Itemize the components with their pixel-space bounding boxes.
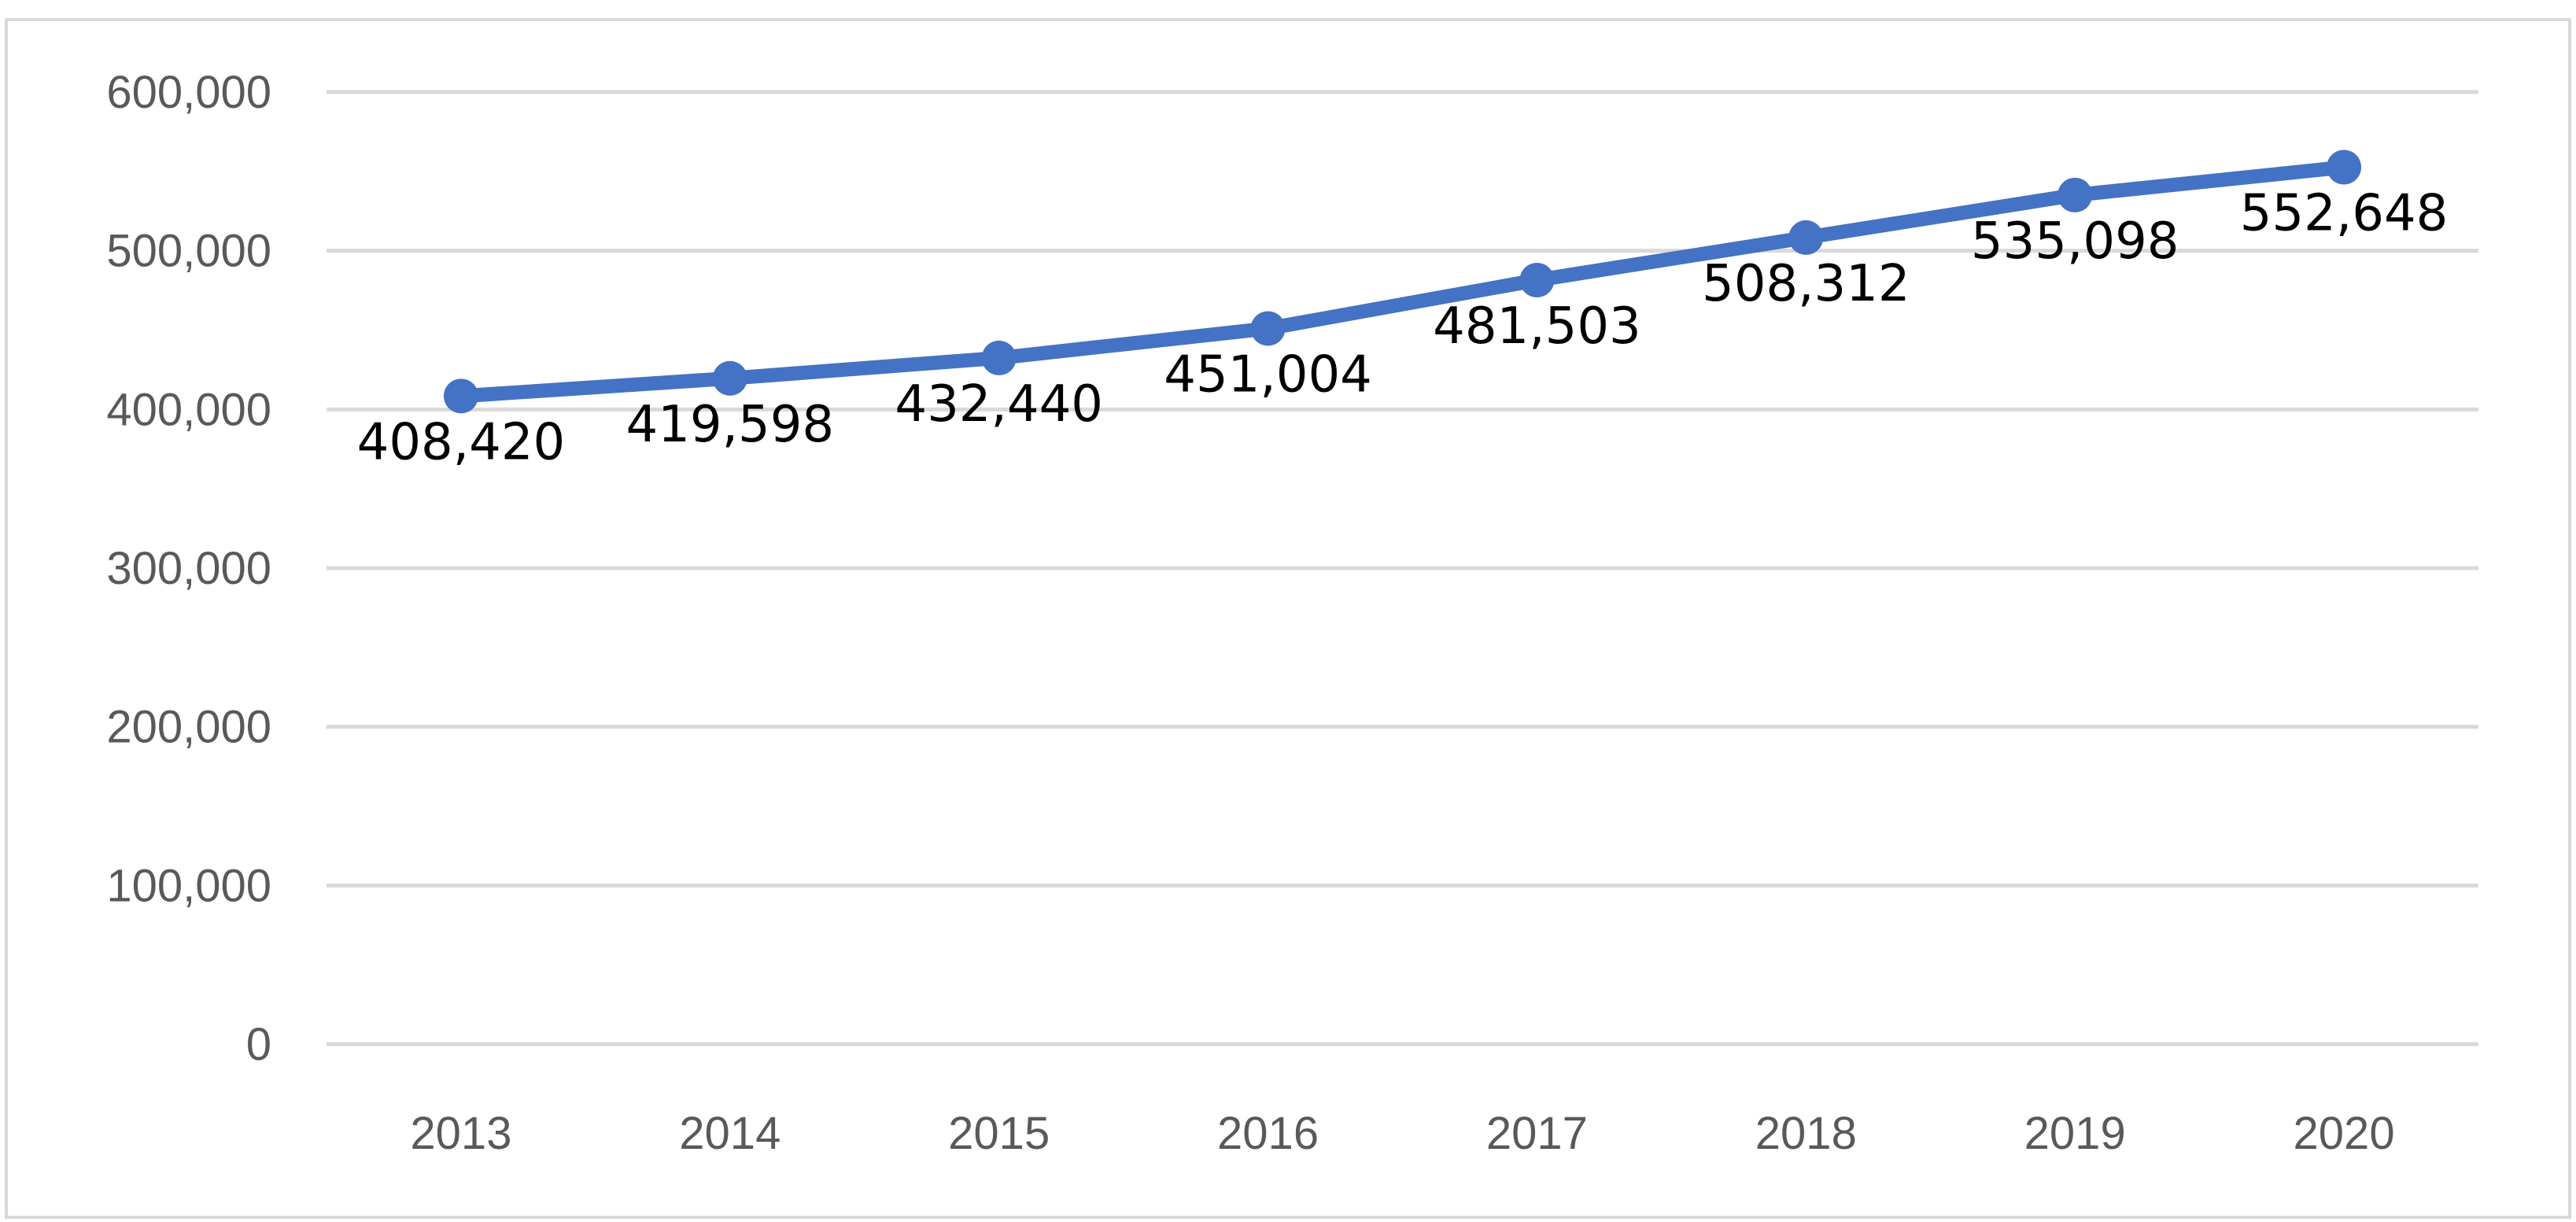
x-tick-label: 2013 bbox=[410, 1108, 511, 1159]
data-point bbox=[981, 340, 1017, 375]
x-tick-label: 2018 bbox=[1755, 1108, 1857, 1159]
data-point bbox=[2057, 177, 2093, 212]
data-label: 419,598 bbox=[626, 396, 834, 454]
x-tick-label: 2015 bbox=[948, 1108, 1050, 1159]
y-tick-label: 200,000 bbox=[106, 702, 271, 753]
data-label: 481,503 bbox=[1433, 297, 1641, 356]
y-tick-label: 600,000 bbox=[106, 67, 271, 118]
data-point bbox=[2327, 150, 2362, 185]
x-axis-tick-labels: 2013 2014 2015 2016 2017 2018 2019 2020 bbox=[410, 1108, 2394, 1159]
data-point bbox=[1519, 262, 1555, 297]
y-tick-label: 0 bbox=[246, 1019, 271, 1070]
x-tick-label: 2017 bbox=[1486, 1108, 1588, 1159]
x-tick-label: 2019 bbox=[2024, 1108, 2126, 1159]
data-label: 408,420 bbox=[357, 413, 566, 471]
data-label: 451,004 bbox=[1164, 345, 1372, 404]
chart-frame bbox=[5, 18, 2571, 1219]
x-tick-label: 2014 bbox=[679, 1108, 781, 1159]
series-line bbox=[453, 160, 2352, 404]
x-tick-label: 2020 bbox=[2294, 1108, 2395, 1159]
gridlines bbox=[327, 90, 2478, 1047]
data-point bbox=[712, 360, 747, 396]
data-label: 535,098 bbox=[1971, 212, 2179, 271]
data-point bbox=[443, 378, 478, 414]
y-tick-label: 300,000 bbox=[106, 543, 271, 594]
series-group bbox=[443, 150, 2362, 414]
x-tick-label: 2016 bbox=[1217, 1108, 1319, 1159]
data-label: 552,648 bbox=[2240, 184, 2449, 242]
data-labels: 408,420 419,598 432,440 451,004 481,503 508,3… bbox=[357, 184, 2449, 471]
data-label: 432,440 bbox=[895, 375, 1103, 434]
y-tick-label: 100,000 bbox=[106, 860, 271, 911]
y-tick-label: 400,000 bbox=[106, 384, 271, 435]
data-point bbox=[1250, 311, 1286, 346]
data-label: 508,312 bbox=[1702, 255, 1910, 313]
data-point bbox=[1788, 220, 1824, 255]
y-axis-tick-labels: 0 100,000 200,000 300,000 400,000 500,000 600,… bbox=[106, 67, 271, 1070]
y-tick-label: 500,000 bbox=[106, 226, 271, 277]
